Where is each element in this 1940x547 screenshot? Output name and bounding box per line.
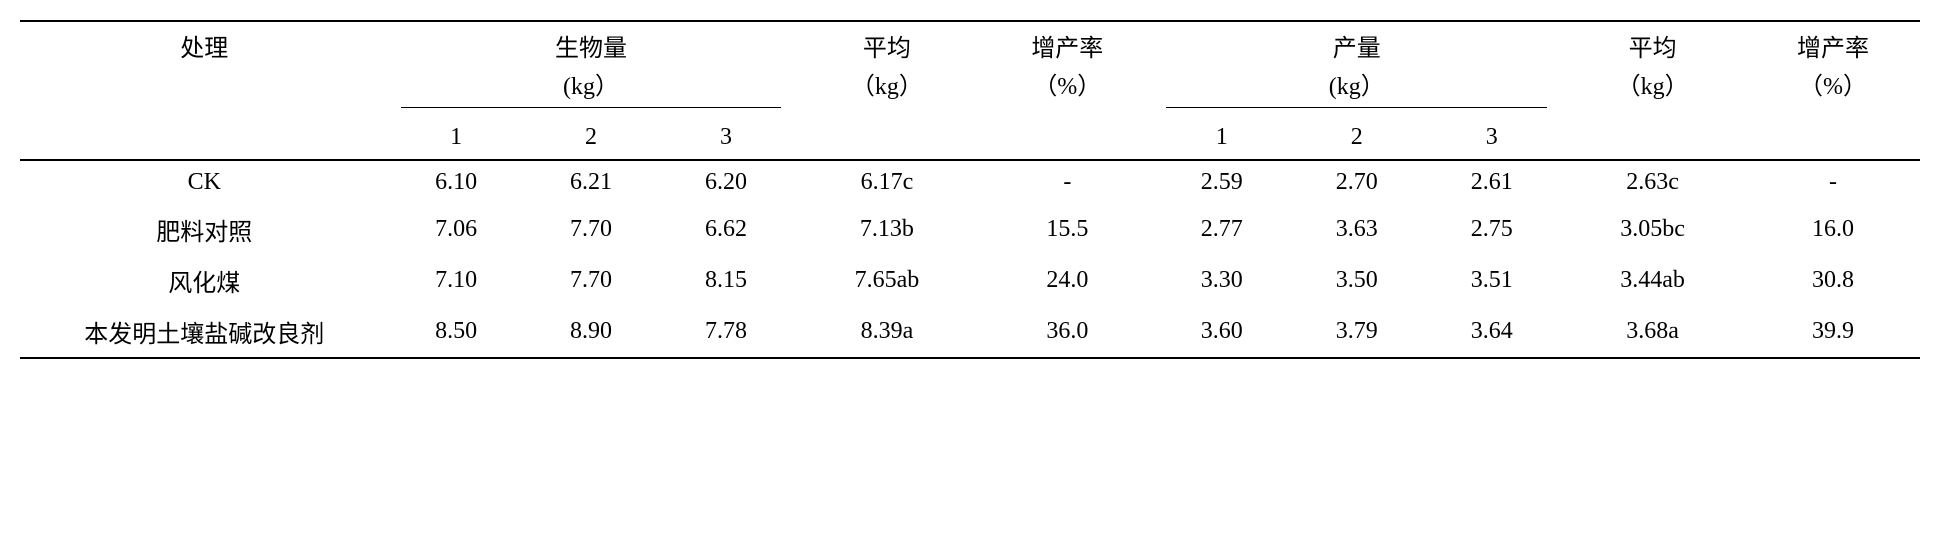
- header-avg1-unit: （kg）: [805, 68, 968, 106]
- header-avg1: 平均 （kg）: [793, 21, 980, 160]
- cell-brate: 24.0: [980, 255, 1154, 306]
- cell-yavg: 2.63c: [1559, 160, 1746, 204]
- cell-b1: 6.10: [389, 160, 524, 204]
- cell-treatment: 本发明土壤盐碱改良剂: [20, 306, 389, 358]
- header-rate2-unit: （%）: [1758, 68, 1908, 106]
- subheader-y2: 2: [1289, 116, 1424, 160]
- cell-y1: 2.77: [1154, 204, 1289, 255]
- cell-treatment: CK: [20, 160, 389, 204]
- table-row: 本发明土壤盐碱改良剂 8.50 8.90 7.78 8.39a 36.0 3.6…: [20, 306, 1920, 358]
- cell-b2: 7.70: [524, 204, 659, 255]
- cell-treatment: 风化煤: [20, 255, 389, 306]
- header-biomass-label: 生物量: [401, 30, 782, 68]
- header-avg2-unit: （kg）: [1571, 68, 1734, 106]
- cell-yrate: 39.9: [1746, 306, 1920, 358]
- cell-b3: 8.15: [659, 255, 794, 306]
- cell-b1: 7.06: [389, 204, 524, 255]
- cell-brate: 36.0: [980, 306, 1154, 358]
- cell-b3: 7.78: [659, 306, 794, 358]
- cell-y1: 3.60: [1154, 306, 1289, 358]
- cell-bavg: 6.17c: [793, 160, 980, 204]
- header-rate1-unit: （%）: [992, 68, 1142, 106]
- subheader-b3: 3: [659, 116, 794, 160]
- cell-yrate: 16.0: [1746, 204, 1920, 255]
- header-rate2: 增产率 （%）: [1746, 21, 1920, 160]
- cell-brate: 15.5: [980, 204, 1154, 255]
- header-rate1-label: 增产率: [992, 30, 1142, 68]
- cell-y3: 3.64: [1424, 306, 1559, 358]
- cell-y2: 3.79: [1289, 306, 1424, 358]
- cell-bavg: 7.65ab: [793, 255, 980, 306]
- cell-yrate: -: [1746, 160, 1920, 204]
- cell-b2: 6.21: [524, 160, 659, 204]
- cell-bavg: 8.39a: [793, 306, 980, 358]
- cell-b1: 8.50: [389, 306, 524, 358]
- cell-y1: 3.30: [1154, 255, 1289, 306]
- cell-yavg: 3.05bc: [1559, 204, 1746, 255]
- cell-y3: 2.61: [1424, 160, 1559, 204]
- cell-yavg: 3.44ab: [1559, 255, 1746, 306]
- cell-brate: -: [980, 160, 1154, 204]
- cell-b3: 6.20: [659, 160, 794, 204]
- header-treatment: 处理: [20, 21, 389, 160]
- cell-b2: 7.70: [524, 255, 659, 306]
- cell-bavg: 7.13b: [793, 204, 980, 255]
- cell-b2: 8.90: [524, 306, 659, 358]
- table-body: CK 6.10 6.21 6.20 6.17c - 2.59 2.70 2.61…: [20, 160, 1920, 358]
- header-biomass-unit: (kg）: [401, 68, 782, 107]
- cell-y1: 2.59: [1154, 160, 1289, 204]
- cell-treatment: 肥料对照: [20, 204, 389, 255]
- cell-y3: 2.75: [1424, 204, 1559, 255]
- header-avg2: 平均 （kg）: [1559, 21, 1746, 160]
- cell-y2: 3.50: [1289, 255, 1424, 306]
- cell-y3: 3.51: [1424, 255, 1559, 306]
- cell-yavg: 3.68a: [1559, 306, 1746, 358]
- header-yield-unit: (kg）: [1166, 68, 1547, 107]
- header-avg1-label: 平均: [805, 30, 968, 68]
- subheader-b1: 1: [389, 116, 524, 160]
- subheader-y1: 1: [1154, 116, 1289, 160]
- cell-b3: 6.62: [659, 204, 794, 255]
- table-row: CK 6.10 6.21 6.20 6.17c - 2.59 2.70 2.61…: [20, 160, 1920, 204]
- subheader-b2: 2: [524, 116, 659, 160]
- table-row: 肥料对照 7.06 7.70 6.62 7.13b 15.5 2.77 3.63…: [20, 204, 1920, 255]
- header-biomass: 生物量 (kg）: [389, 21, 794, 116]
- cell-yrate: 30.8: [1746, 255, 1920, 306]
- cell-b1: 7.10: [389, 255, 524, 306]
- yield-table: 处理 生物量 (kg） 平均 （kg） 增产率 （%） 产量 (kg） 平均 （…: [20, 20, 1920, 359]
- cell-y2: 2.70: [1289, 160, 1424, 204]
- header-rate2-label: 增产率: [1758, 30, 1908, 68]
- cell-y2: 3.63: [1289, 204, 1424, 255]
- table-row: 风化煤 7.10 7.70 8.15 7.65ab 24.0 3.30 3.50…: [20, 255, 1920, 306]
- subheader-y3: 3: [1424, 116, 1559, 160]
- header-avg2-label: 平均: [1571, 30, 1734, 68]
- header-yield-label: 产量: [1166, 30, 1547, 68]
- header-rate1: 增产率 （%）: [980, 21, 1154, 160]
- header-yield: 产量 (kg）: [1154, 21, 1559, 116]
